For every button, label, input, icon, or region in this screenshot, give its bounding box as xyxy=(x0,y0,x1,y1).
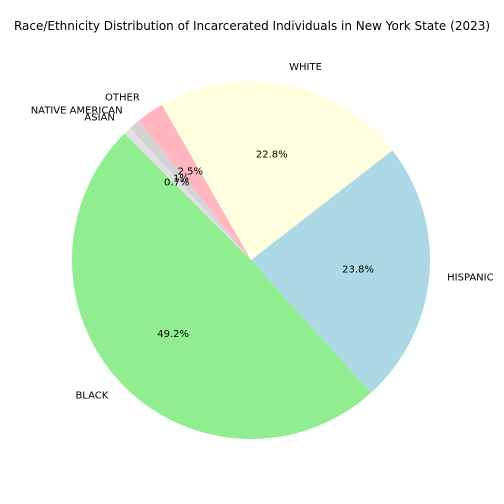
chart-title: Race/Ethnicity Distribution of Incarcera… xyxy=(14,19,490,33)
slice-label-hispanic: HISPANIC xyxy=(447,272,493,283)
slice-pct-other: 2.5% xyxy=(178,166,203,177)
slice-white xyxy=(161,81,393,261)
slice-pct-black: 49.2% xyxy=(157,329,189,340)
slice-label-white: WHITE xyxy=(289,62,322,73)
slice-pct-asian: 0.7% xyxy=(164,177,189,188)
slice-hispanic xyxy=(251,150,430,393)
slice-pct-hispanic: 23.8% xyxy=(342,264,374,275)
pie-labels: BLACK 49.2% HISPANIC 23.8% WHITE 22.8% OTHER 2.… xyxy=(31,62,494,402)
slice-label-black: BLACK xyxy=(75,391,108,402)
slice-native-american xyxy=(130,120,251,261)
slice-label-asian: ASIAN xyxy=(84,113,114,124)
slice-pct-white: 22.8% xyxy=(256,150,288,161)
slice-pct-native-american: 1% xyxy=(173,174,189,185)
pie-slices xyxy=(71,81,430,440)
slice-label-other: OTHER xyxy=(105,92,140,103)
slice-other xyxy=(138,104,251,260)
slice-label-native-american: NATIVE AMERICAN xyxy=(31,106,123,117)
slice-black xyxy=(71,133,372,440)
slice-asian xyxy=(124,127,251,260)
